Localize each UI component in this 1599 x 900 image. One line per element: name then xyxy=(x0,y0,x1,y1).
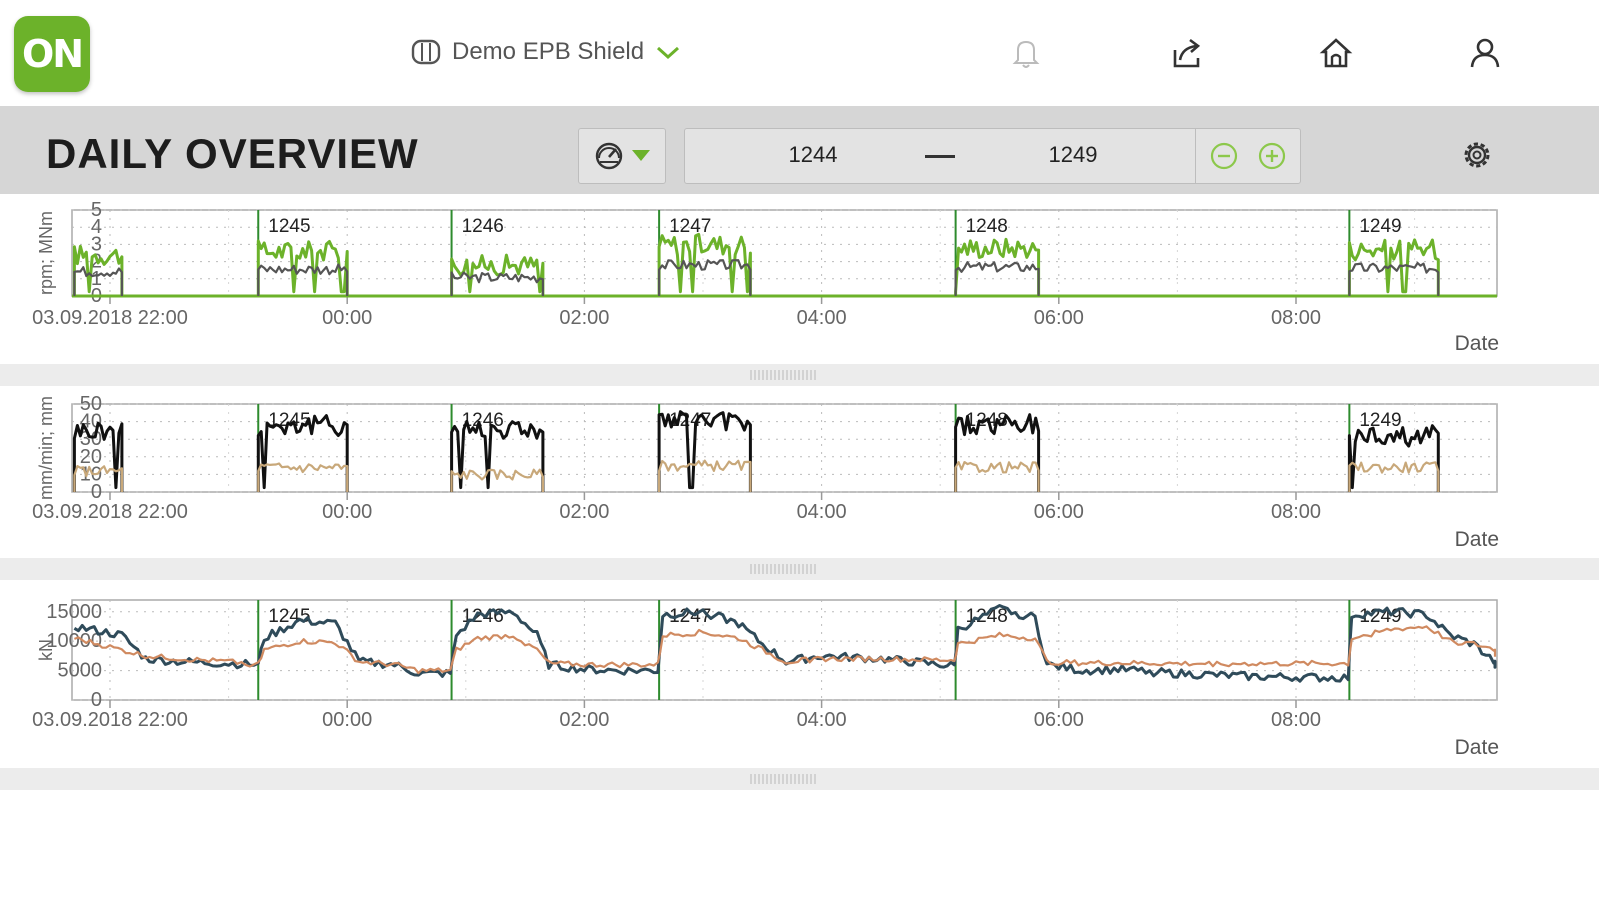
x-tick-label: 06:00 xyxy=(1034,307,1084,329)
app-logo[interactable]: ON xyxy=(14,16,90,92)
x-tick-label: 03.09.2018 22:00 xyxy=(32,709,188,731)
x-axis-label: Date xyxy=(1454,736,1499,759)
ring-marker-label: 1248 xyxy=(966,606,1008,627)
ring-marker-label: 1249 xyxy=(1359,216,1401,237)
x-tick-label: 03.09.2018 22:00 xyxy=(32,501,188,523)
x-tick-label: 04:00 xyxy=(797,501,847,523)
caret-down-icon xyxy=(632,150,650,161)
grip-icon xyxy=(750,564,818,574)
zoom-out-icon[interactable] xyxy=(1210,142,1238,170)
ring-marker-label: 1246 xyxy=(462,216,504,237)
project-icon xyxy=(411,39,441,65)
panel-resize-handle-1[interactable] xyxy=(0,364,1599,386)
series-line xyxy=(72,410,1440,492)
plot-area xyxy=(71,599,1498,701)
top-bar: ON Demo EPB Shield xyxy=(0,0,1599,106)
view-selector[interactable] xyxy=(578,128,666,184)
user-icon[interactable] xyxy=(1466,34,1504,72)
bell-icon[interactable] xyxy=(1007,34,1045,72)
torque-chart[interactable]: 01234503.09.2018 22:0000:0002:0004:0006:… xyxy=(0,194,1599,364)
x-tick-label: 00:00 xyxy=(322,307,372,329)
y-tick-label: 5 xyxy=(91,199,102,221)
x-tick-label: 06:00 xyxy=(1034,709,1084,731)
project-selector[interactable]: Demo EPB Shield xyxy=(410,36,682,68)
y-axis-label: kN xyxy=(36,639,56,661)
grip-icon xyxy=(750,370,818,380)
ring-range-selector xyxy=(684,128,1196,184)
x-tick-label: 08:00 xyxy=(1271,307,1321,329)
x-tick-label: 02:00 xyxy=(559,709,609,731)
gauge-icon xyxy=(595,142,623,170)
y-tick-label: 0 xyxy=(91,689,102,711)
y-tick-label: 10 xyxy=(80,463,102,485)
x-tick-label: 02:00 xyxy=(559,501,609,523)
ring-marker-label: 1249 xyxy=(1359,410,1401,431)
x-tick-label: 00:00 xyxy=(322,501,372,523)
zoom-in-icon[interactable] xyxy=(1258,142,1286,170)
project-name: Demo EPB Shield xyxy=(452,38,645,65)
series-line xyxy=(73,259,1440,296)
share-icon[interactable] xyxy=(1168,34,1206,72)
x-axis-label: Date xyxy=(1454,528,1499,551)
panel-resize-handle-3[interactable] xyxy=(0,768,1599,790)
chart-panel-thrust: 0 5000 10000 15000 03.09.2018 22:00 00:00 02:0… xyxy=(0,580,1599,768)
series-line xyxy=(72,232,1440,296)
y-tick-label: 10000 xyxy=(46,630,102,652)
page-title: DAILY OVERVIEW xyxy=(46,130,419,177)
ring-to-input[interactable] xyxy=(1011,141,1135,169)
ring-marker-label: 1245 xyxy=(268,606,310,627)
x-tick-label: 02:00 xyxy=(559,307,609,329)
x-tick-label: 08:00 xyxy=(1271,501,1321,523)
y-tick-label: 1 xyxy=(91,268,102,290)
logo-text: ON xyxy=(21,32,84,76)
series-line xyxy=(73,604,1497,683)
y-tick-label: 4 xyxy=(91,216,102,238)
ring-marker-label: 1247 xyxy=(669,216,711,237)
y-axis-label: mm/min; mm xyxy=(36,396,56,500)
chart-panel-advance: 0 10 20 30 40 50 03.09.2018 22:00 00:00 02:00 04:… xyxy=(0,386,1599,558)
ring-from-input[interactable] xyxy=(751,141,875,169)
title-bar: DAILY OVERVIEW xyxy=(0,106,1599,194)
x-axis-label: Date xyxy=(1454,332,1499,355)
x-tick-label: 04:00 xyxy=(797,709,847,731)
zoom-controls xyxy=(1195,128,1301,184)
panel-resize-handle-2[interactable] xyxy=(0,558,1599,580)
chart-panel-torque: 01234503.09.2018 22:0000:0002:0004:0006:… xyxy=(0,194,1599,364)
x-tick-label: 06:00 xyxy=(1034,501,1084,523)
x-tick-label: 03.09.2018 22:00 xyxy=(32,307,188,329)
series-line xyxy=(74,625,1497,675)
y-tick-label: 50 xyxy=(80,393,102,415)
thrust-chart[interactable]: 0 5000 10000 15000 03.09.2018 22:00 00:00 02:0… xyxy=(0,580,1599,768)
ring-marker-label: 1249 xyxy=(1359,606,1401,627)
settings-icon[interactable] xyxy=(1458,136,1496,174)
x-tick-label: 04:00 xyxy=(797,307,847,329)
y-tick-label: 15000 xyxy=(46,601,102,623)
range-separator xyxy=(925,155,955,158)
x-tick-label: 08:00 xyxy=(1271,709,1321,731)
y-axis-label: rpm; MNm xyxy=(36,211,56,295)
x-tick-label: 00:00 xyxy=(322,709,372,731)
home-icon[interactable] xyxy=(1317,34,1355,72)
y-tick-label: 3 xyxy=(91,233,102,255)
ring-marker-label: 1248 xyxy=(966,216,1008,237)
chevron-down-icon xyxy=(657,46,680,60)
y-tick-label: 20 xyxy=(80,446,102,468)
ring-marker-label: 1245 xyxy=(268,216,310,237)
grip-icon xyxy=(750,774,818,784)
y-tick-label: 0 xyxy=(91,481,102,503)
series-line xyxy=(73,459,1440,492)
y-tick-label: 5000 xyxy=(58,660,103,682)
